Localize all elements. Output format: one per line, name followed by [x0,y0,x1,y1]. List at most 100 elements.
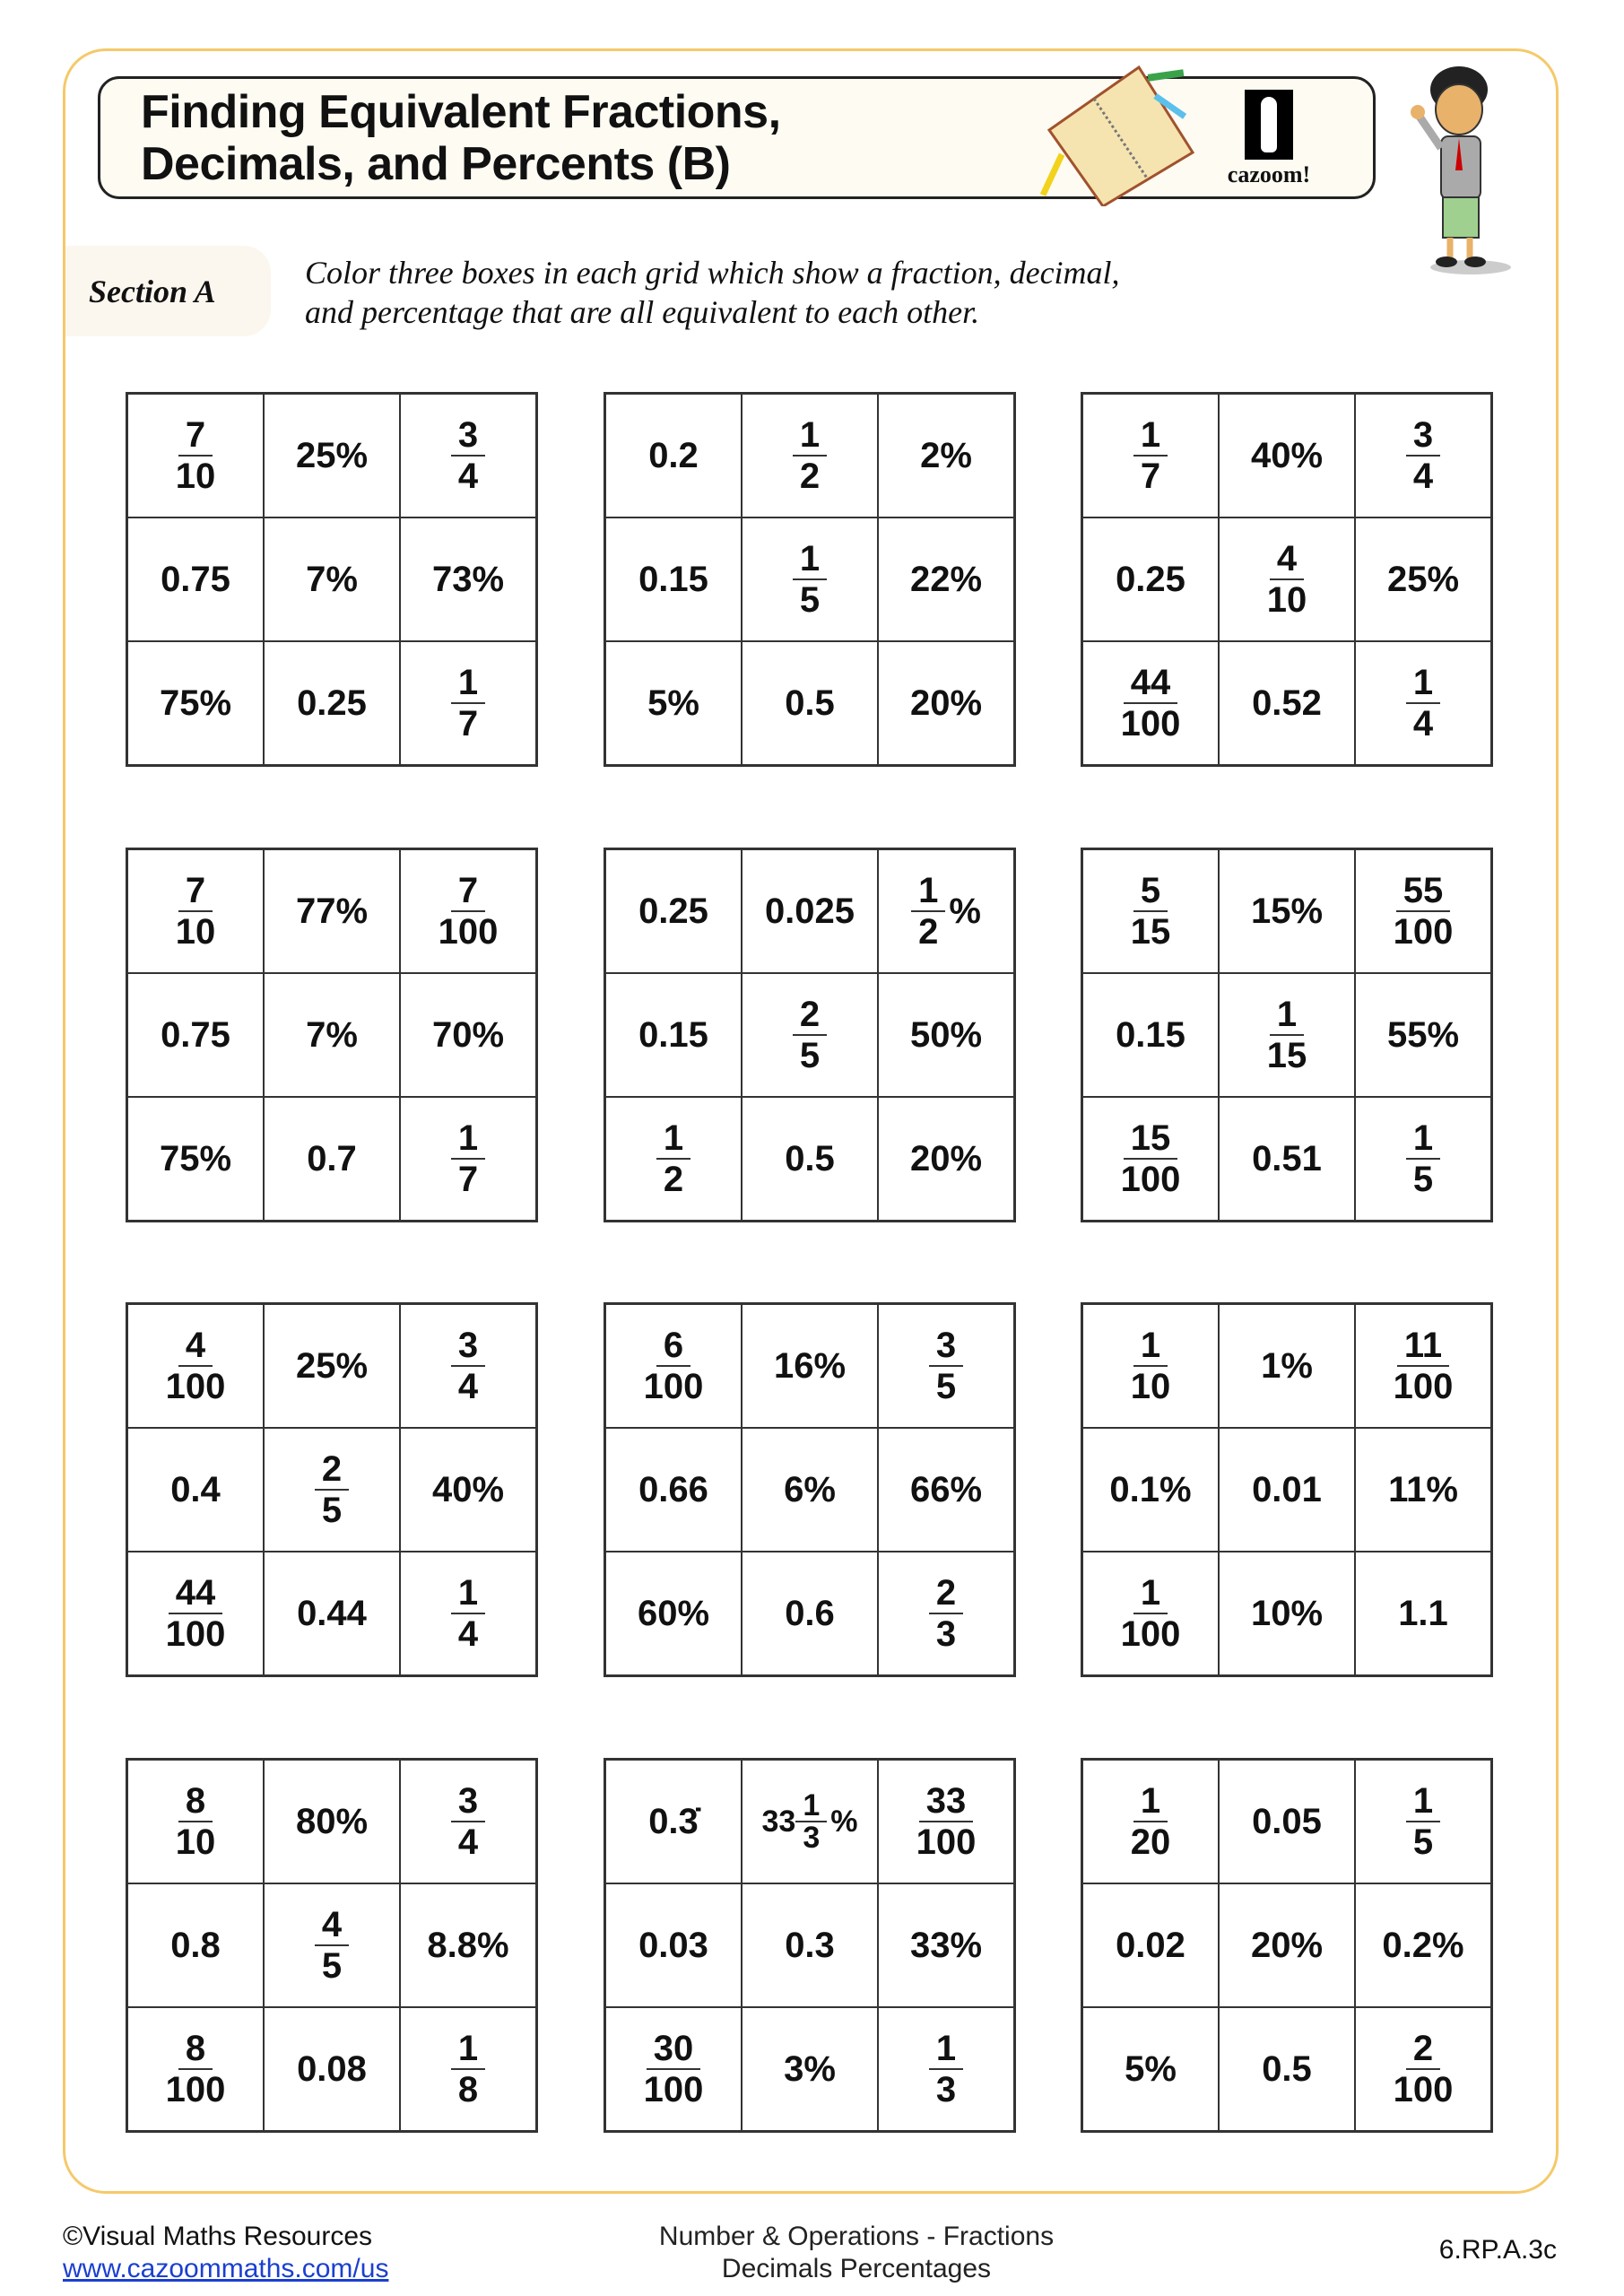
grid-cell[interactable]: 11% [1355,1428,1491,1552]
grid-cell[interactable]: 0.01 [1219,1428,1355,1552]
grid-cell[interactable]: 60% [605,1552,742,1675]
grid-cell[interactable]: 25% [1355,517,1491,641]
grid-cell[interactable]: 4 10 [1219,517,1355,641]
grid-cell[interactable]: 0.03 [605,1883,742,2007]
grid-cell[interactable]: 0.025 [742,849,878,973]
grid-cell[interactable]: 25% [264,394,400,517]
grid-cell[interactable]: 0.75 [127,517,264,641]
grid-cell[interactable]: 40% [400,1428,536,1552]
grid-cell[interactable]: 0.51 [1219,1097,1355,1221]
grid-cell[interactable]: 0.3̇ [605,1760,742,1883]
grid-cell[interactable]: 70% [400,973,536,1097]
grid-cell[interactable]: 55 100 [1355,849,1491,973]
grid-cell[interactable]: 16% [742,1304,878,1428]
grid-cell[interactable]: 33% [878,1883,1014,2007]
grid-cell[interactable]: 20% [878,1097,1014,1221]
grid-cell[interactable]: 30 100 [605,2007,742,2131]
grid-cell[interactable]: 0.02 [1082,1883,1219,2007]
grid-cell[interactable]: 10% [1219,1552,1355,1675]
grid-cell[interactable]: 5% [605,641,742,765]
grid-cell[interactable]: 0.1% [1082,1428,1219,1552]
grid-cell[interactable]: 0.8 [127,1883,264,2007]
grid-cell[interactable]: 8.8% [400,1883,536,2007]
grid-cell[interactable]: 75% [127,1097,264,1221]
grid-cell[interactable]: 1 20 [1082,1760,1219,1883]
grid-cell[interactable]: 0.5 [1219,2007,1355,2131]
grid-cell[interactable]: 4 100 [127,1304,264,1428]
grid-cell[interactable]: 0.08 [264,2007,400,2131]
grid-cell[interactable]: 0.25 [605,849,742,973]
grid-cell[interactable]: 1 10 [1082,1304,1219,1428]
grid-cell[interactable]: 7 10 [127,849,264,973]
grid-cell[interactable]: 8 10 [127,1760,264,1883]
grid-cell[interactable]: 0.2 [605,394,742,517]
grid-cell[interactable]: 20% [1219,1883,1355,2007]
website-link[interactable]: www.cazoommaths.com/us [63,2254,389,2283]
grid-cell[interactable]: 55% [1355,973,1491,1097]
grid-cell[interactable]: 6 100 [605,1304,742,1428]
grid-cell[interactable]: 7 100 [400,849,536,973]
grid-cell[interactable]: 0.15 [1082,973,1219,1097]
grid-cell[interactable]: 0.5 [742,1097,878,1221]
grid-cell[interactable]: 15% [1219,849,1355,973]
grid-cell[interactable]: 1.1 [1355,1552,1491,1675]
grid-cell[interactable]: 1 100 [1082,1552,1219,1675]
grid-cell[interactable]: 66% [878,1428,1014,1552]
grid-cell[interactable]: 0.66 [605,1428,742,1552]
grid-cell[interactable]: 0.3 [742,1883,878,2007]
grid-cell[interactable]: 25% [264,1304,400,1428]
grid-cell[interactable]: 15 100 [1082,1097,1219,1221]
grid-cell[interactable]: 11 100 [1355,1304,1491,1428]
grid-cell[interactable]: 0.15 [605,517,742,641]
grid-cell[interactable]: 44 100 [1082,641,1219,765]
grid-cell[interactable]: 40% [1219,394,1355,517]
grid-cell[interactable]: 0.15 [605,973,742,1097]
grid-cell[interactable]: 1 2% [878,849,1014,973]
grid-cell[interactable]: 6% [742,1428,878,1552]
grid-cell[interactable]: 50% [878,973,1014,1097]
grid-cell[interactable]: 80% [264,1760,400,1883]
grid-cell[interactable]: 2% [878,394,1014,517]
grid-cell[interactable]: 22% [878,517,1014,641]
grid-cell[interactable]: 7% [264,517,400,641]
grid-cell[interactable]: 5% [1082,2007,1219,2131]
grid-cell[interactable]: 20% [878,641,1014,765]
grid-cell[interactable]: 77% [264,849,400,973]
grid-cell[interactable]: 33 100 [878,1760,1014,1883]
grid-cell[interactable]: 7% [264,973,400,1097]
grid-cell[interactable]: 0.5 [742,641,878,765]
grid-cell[interactable]: 0.52 [1219,641,1355,765]
grid-cell[interactable]: 1% [1219,1304,1355,1428]
grid-cell[interactable]: 44 100 [127,1552,264,1675]
grid-cell[interactable]: 7 10 [127,394,264,517]
grid-cell[interactable]: 0.4 [127,1428,264,1552]
grid-cell[interactable]: 0.7 [264,1097,400,1221]
grid-cell[interactable]: 0.25 [1082,517,1219,641]
grid-cell[interactable]: 0.44 [264,1552,400,1675]
grid-cell[interactable]: 33 1 3% [742,1760,878,1883]
grid-cell[interactable]: 0.2% [1355,1883,1491,2007]
grid-cell[interactable]: 73% [400,517,536,641]
grid-cell[interactable]: 8 100 [127,2007,264,2131]
grid-cell[interactable]: 5 15 [1082,849,1219,973]
grid-cell[interactable]: 0.25 [264,641,400,765]
grid-cell[interactable]: 3% [742,2007,878,2131]
